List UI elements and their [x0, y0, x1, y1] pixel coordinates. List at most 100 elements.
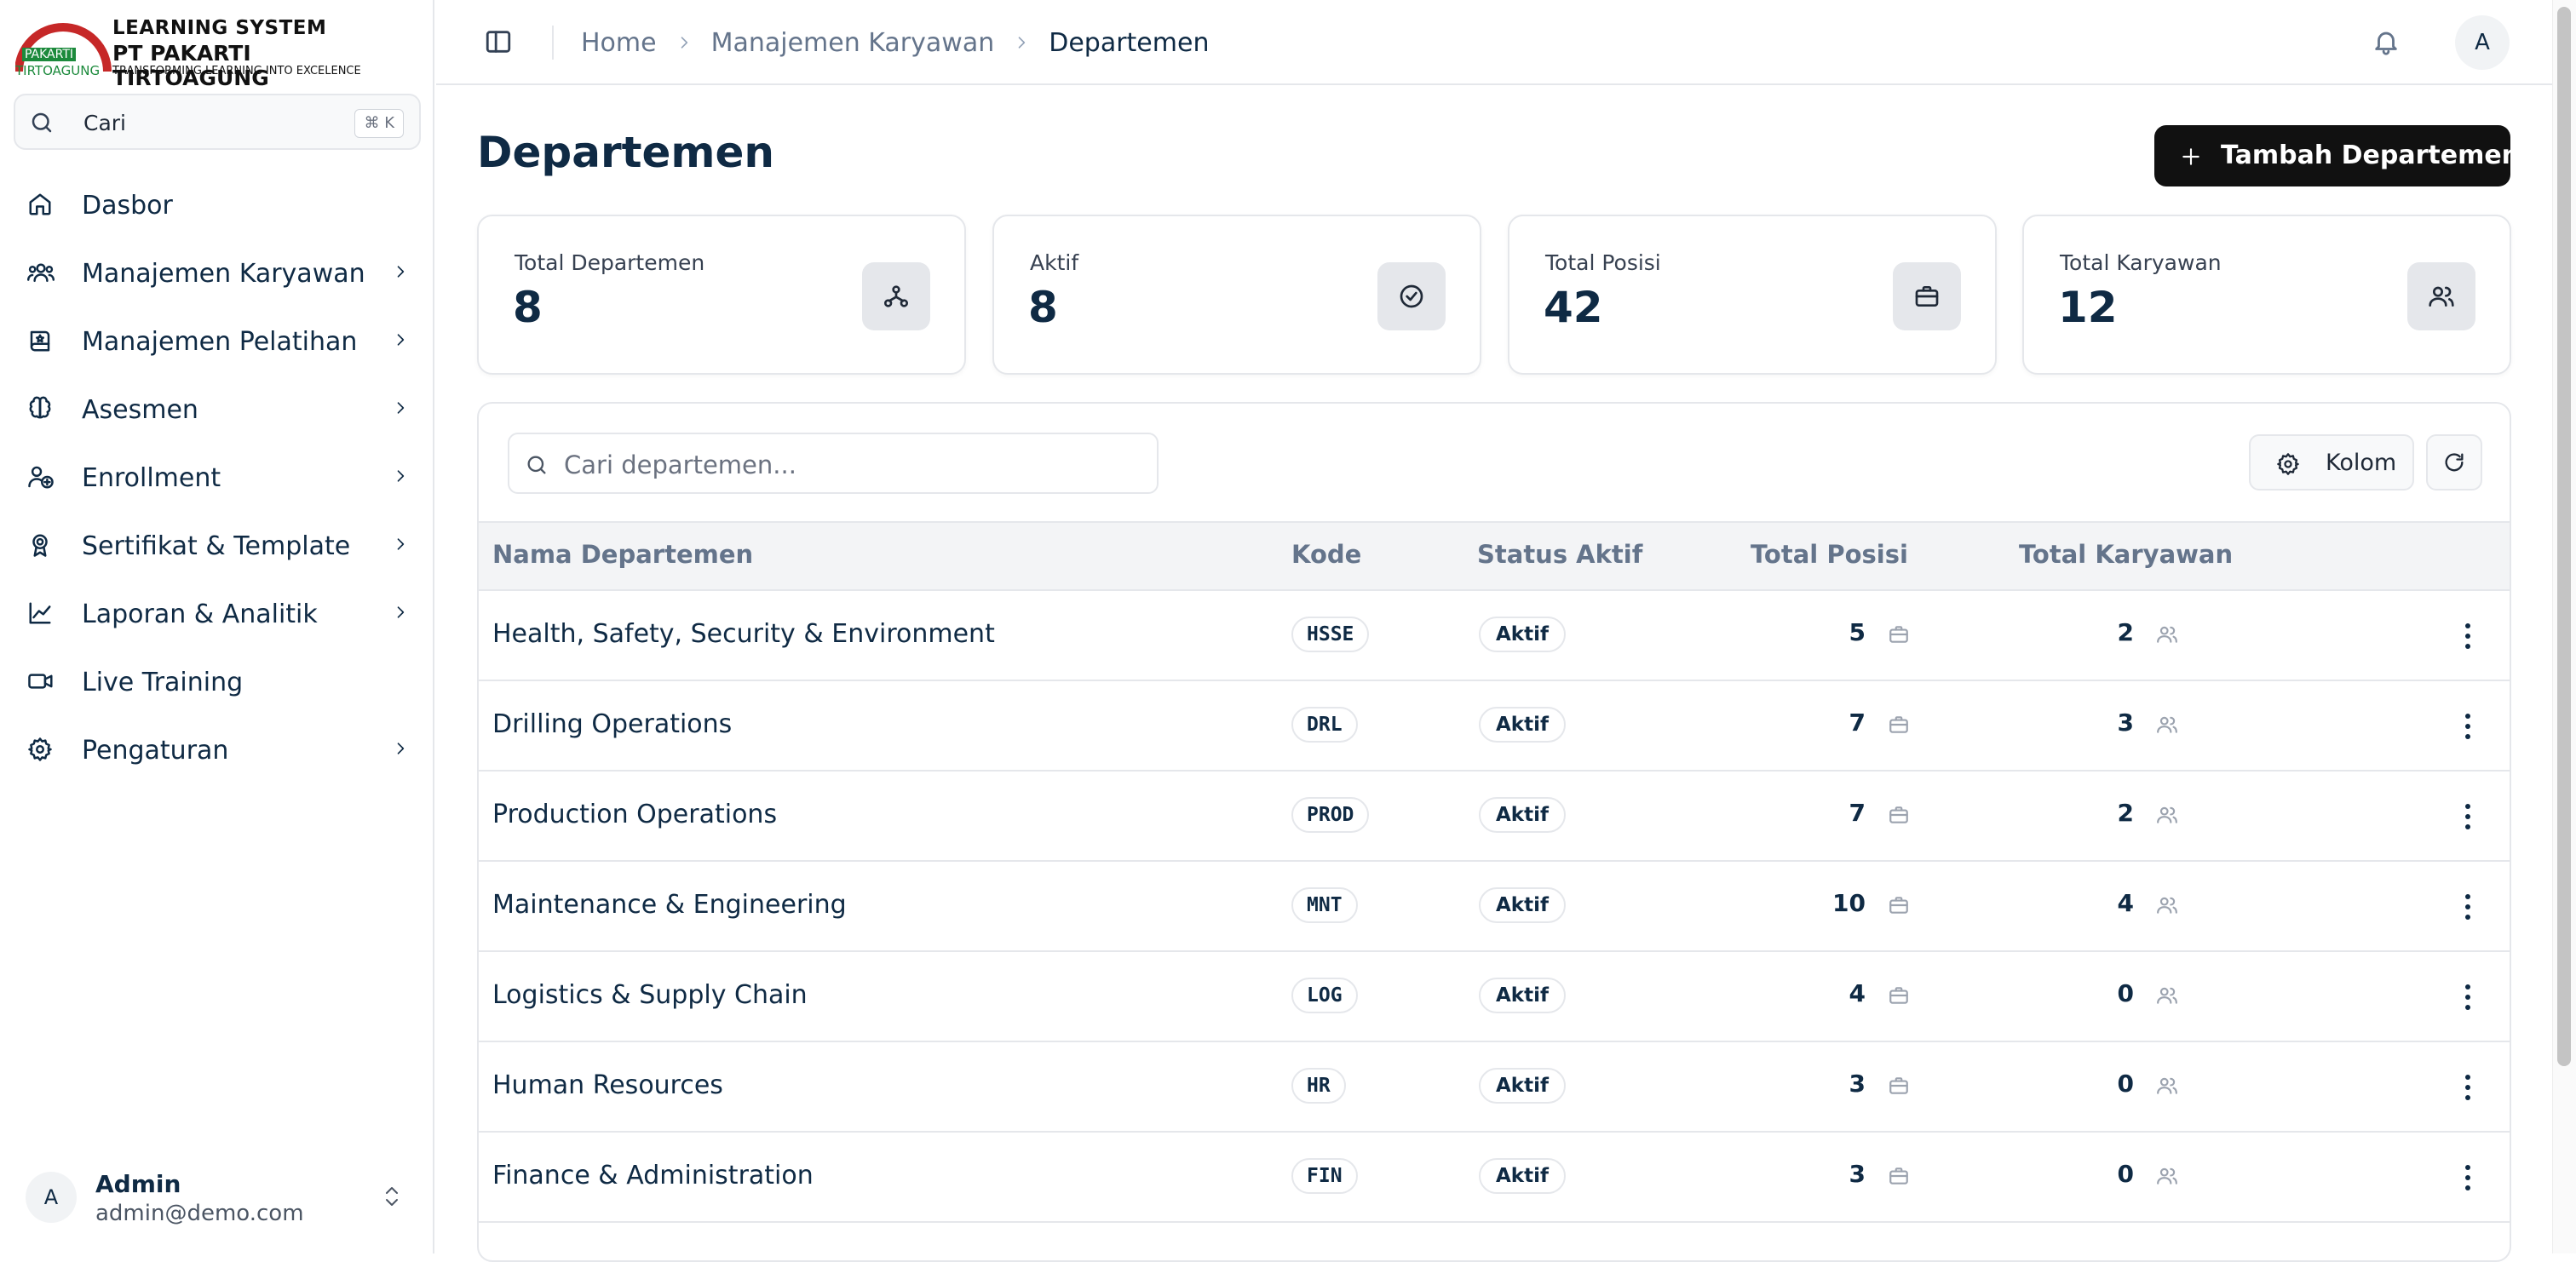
chevron-right-icon [397, 402, 405, 414]
award-icon [32, 534, 48, 557]
column-header-nama[interactable]: Nama Departemen [492, 540, 754, 569]
stat-label: Total Departemen [515, 250, 705, 275]
sidebar-item-label: Live Training [82, 668, 244, 697]
table-row-partial[interactable] [479, 1223, 2510, 1260]
table-header: Nama Departemen Kode Status Aktif Total … [479, 521, 2510, 591]
sidebar-item-live-training[interactable]: Live Training [14, 652, 421, 708]
sidebar-item-label: Laporan & Analitik [82, 599, 318, 629]
sidebar-item-sertifikat-template[interactable]: Sertifikat & Template [14, 516, 421, 572]
stat-icon-box [1377, 262, 1446, 330]
more-vertical-icon[interactable] [2455, 1163, 2481, 1192]
scrollbar-thumb[interactable] [2557, 7, 2571, 1066]
company-logo[interactable]: PAKARTI TIRTOAGUNG LEARNING SYSTEM PT PA… [15, 15, 373, 90]
avatar[interactable]: A [2455, 15, 2510, 70]
sidebar-item-dasbor[interactable]: Dasbor [14, 175, 421, 232]
stat-card-total-departemen: Total Departemen 8 [477, 215, 966, 375]
sidebar-item-asesmen[interactable]: Asesmen [14, 380, 421, 436]
search-icon [32, 112, 52, 133]
brain-icon [29, 396, 51, 419]
table-row[interactable]: Human Resources HR Aktif 3 0 [479, 1042, 2510, 1133]
chevron-right-icon [397, 266, 405, 278]
more-vertical-icon[interactable] [2455, 622, 2481, 651]
breadcrumb-home[interactable]: Home [581, 27, 657, 58]
sidebar-item-manajemen-pelatihan[interactable]: Manajemen Pelatihan [14, 312, 421, 368]
department-code-badge: PROD [1291, 797, 1370, 833]
breadcrumb-manajemen-karyawan[interactable]: Manajemen Karyawan [710, 27, 995, 58]
users-icon [2156, 1165, 2178, 1187]
employees-count: 4 [2117, 889, 2134, 917]
status-badge: Aktif [1479, 1158, 1566, 1194]
table-row[interactable]: Logistics & Supply Chain LOG Aktif 4 0 [479, 952, 2510, 1042]
department-name[interactable]: Production Operations [492, 800, 778, 829]
employees-count: 0 [2117, 979, 2134, 1007]
employees-cell: 4 [2008, 889, 2178, 923]
user-name: Admin [95, 1170, 181, 1198]
department-search-input[interactable]: Cari departemen... [508, 433, 1159, 494]
stat-label: Total Karyawan [2060, 250, 2222, 275]
department-code-badge: DRL [1291, 707, 1358, 743]
department-name[interactable]: Finance & Administration [492, 1161, 814, 1190]
more-vertical-icon[interactable] [2455, 983, 2481, 1012]
columns-button[interactable]: Kolom [2249, 434, 2414, 490]
chevron-right-icon [397, 470, 405, 482]
stat-card-total-karyawan: Total Karyawan 12 [2022, 215, 2511, 375]
columns-button-label: Kolom [2326, 450, 2397, 476]
chevron-right-icon [397, 606, 405, 618]
department-name[interactable]: Health, Safety, Security & Environment [492, 619, 995, 649]
positions-count: 7 [1849, 708, 1866, 737]
users-icon [27, 263, 55, 283]
department-name[interactable]: Maintenance & Engineering [492, 890, 847, 920]
sidebar-item-label: Asesmen [82, 395, 198, 425]
sidebar-toggle-icon[interactable] [484, 27, 513, 56]
positions-cell: 7 [1739, 708, 1910, 743]
gear-icon [2277, 453, 2299, 475]
sidebar-item-label: Enrollment [82, 463, 221, 493]
stat-value: 42 [1544, 283, 1603, 332]
sidebar-item-pengaturan[interactable]: Pengaturan [14, 720, 421, 777]
add-department-button[interactable]: Tambah Departemen [2154, 125, 2520, 186]
sidebar-item-laporan-analitik[interactable]: Laporan & Analitik [14, 584, 421, 640]
sidebar-item-label: Sertifikat & Template [82, 531, 351, 561]
sidebar-item-label: Dasbor [82, 191, 173, 221]
brand-tagline: TRANSFORMING LEARNING INTO EXCELENCE [112, 65, 361, 77]
sidebar-item-enrollment[interactable]: Enrollment [14, 448, 421, 504]
more-vertical-icon[interactable] [2455, 802, 2481, 831]
positions-count: 3 [1849, 1160, 1866, 1188]
more-vertical-icon[interactable] [2455, 1073, 2481, 1102]
column-header-total-posisi[interactable]: Total Posisi [1751, 540, 1908, 569]
more-vertical-icon[interactable] [2455, 712, 2481, 741]
stat-card-aktif: Aktif 8 [992, 215, 1481, 375]
stat-card-total-posisi: Total Posisi 42 [1508, 215, 1997, 375]
column-header-total-karyawan[interactable]: Total Karyawan [2019, 540, 2234, 569]
user-menu[interactable]: A Admin admin@demo.com [14, 1163, 421, 1233]
table-row[interactable]: Production Operations PROD Aktif 7 2 [479, 772, 2510, 862]
bell-icon[interactable] [2372, 27, 2401, 56]
table-row[interactable]: Maintenance & Engineering MNT Aktif 10 4 [479, 862, 2510, 952]
department-name[interactable]: Drilling Operations [492, 709, 733, 739]
sidebar-item-label: Pengaturan [82, 736, 229, 766]
sidebar-item-manajemen-karyawan[interactable]: Manajemen Karyawan [14, 244, 421, 300]
more-vertical-icon[interactable] [2455, 892, 2481, 921]
table-row[interactable]: Health, Safety, Security & Environment HS… [479, 591, 2510, 681]
sidebar-search[interactable]: Cari ⌘ K [14, 94, 421, 150]
stat-label: Total Posisi [1545, 250, 1661, 275]
check-circle-icon [1400, 284, 1423, 308]
users-icon [2156, 804, 2178, 826]
department-name[interactable]: Human Resources [492, 1070, 723, 1100]
positions-count: 3 [1849, 1070, 1866, 1098]
positions-cell: 3 [1739, 1070, 1910, 1104]
refresh-button[interactable] [2426, 434, 2482, 490]
status-badge: Aktif [1479, 1068, 1566, 1104]
search-placeholder: Cari departemen... [564, 450, 796, 479]
column-header-kode[interactable]: Kode [1291, 540, 1362, 569]
department-name[interactable]: Logistics & Supply Chain [492, 980, 808, 1010]
table-row[interactable]: Drilling Operations DRL Aktif 7 3 [479, 681, 2510, 772]
users-icon [2156, 714, 2178, 736]
employees-count: 0 [2117, 1070, 2134, 1098]
users-icon [2156, 894, 2178, 916]
column-header-status[interactable]: Status Aktif [1477, 540, 1643, 569]
positions-cell: 3 [1739, 1160, 1910, 1194]
table-row[interactable]: Finance & Administration FIN Aktif 3 0 [479, 1133, 2510, 1223]
employees-count: 2 [2117, 618, 2134, 646]
chart-line-icon [29, 602, 51, 624]
